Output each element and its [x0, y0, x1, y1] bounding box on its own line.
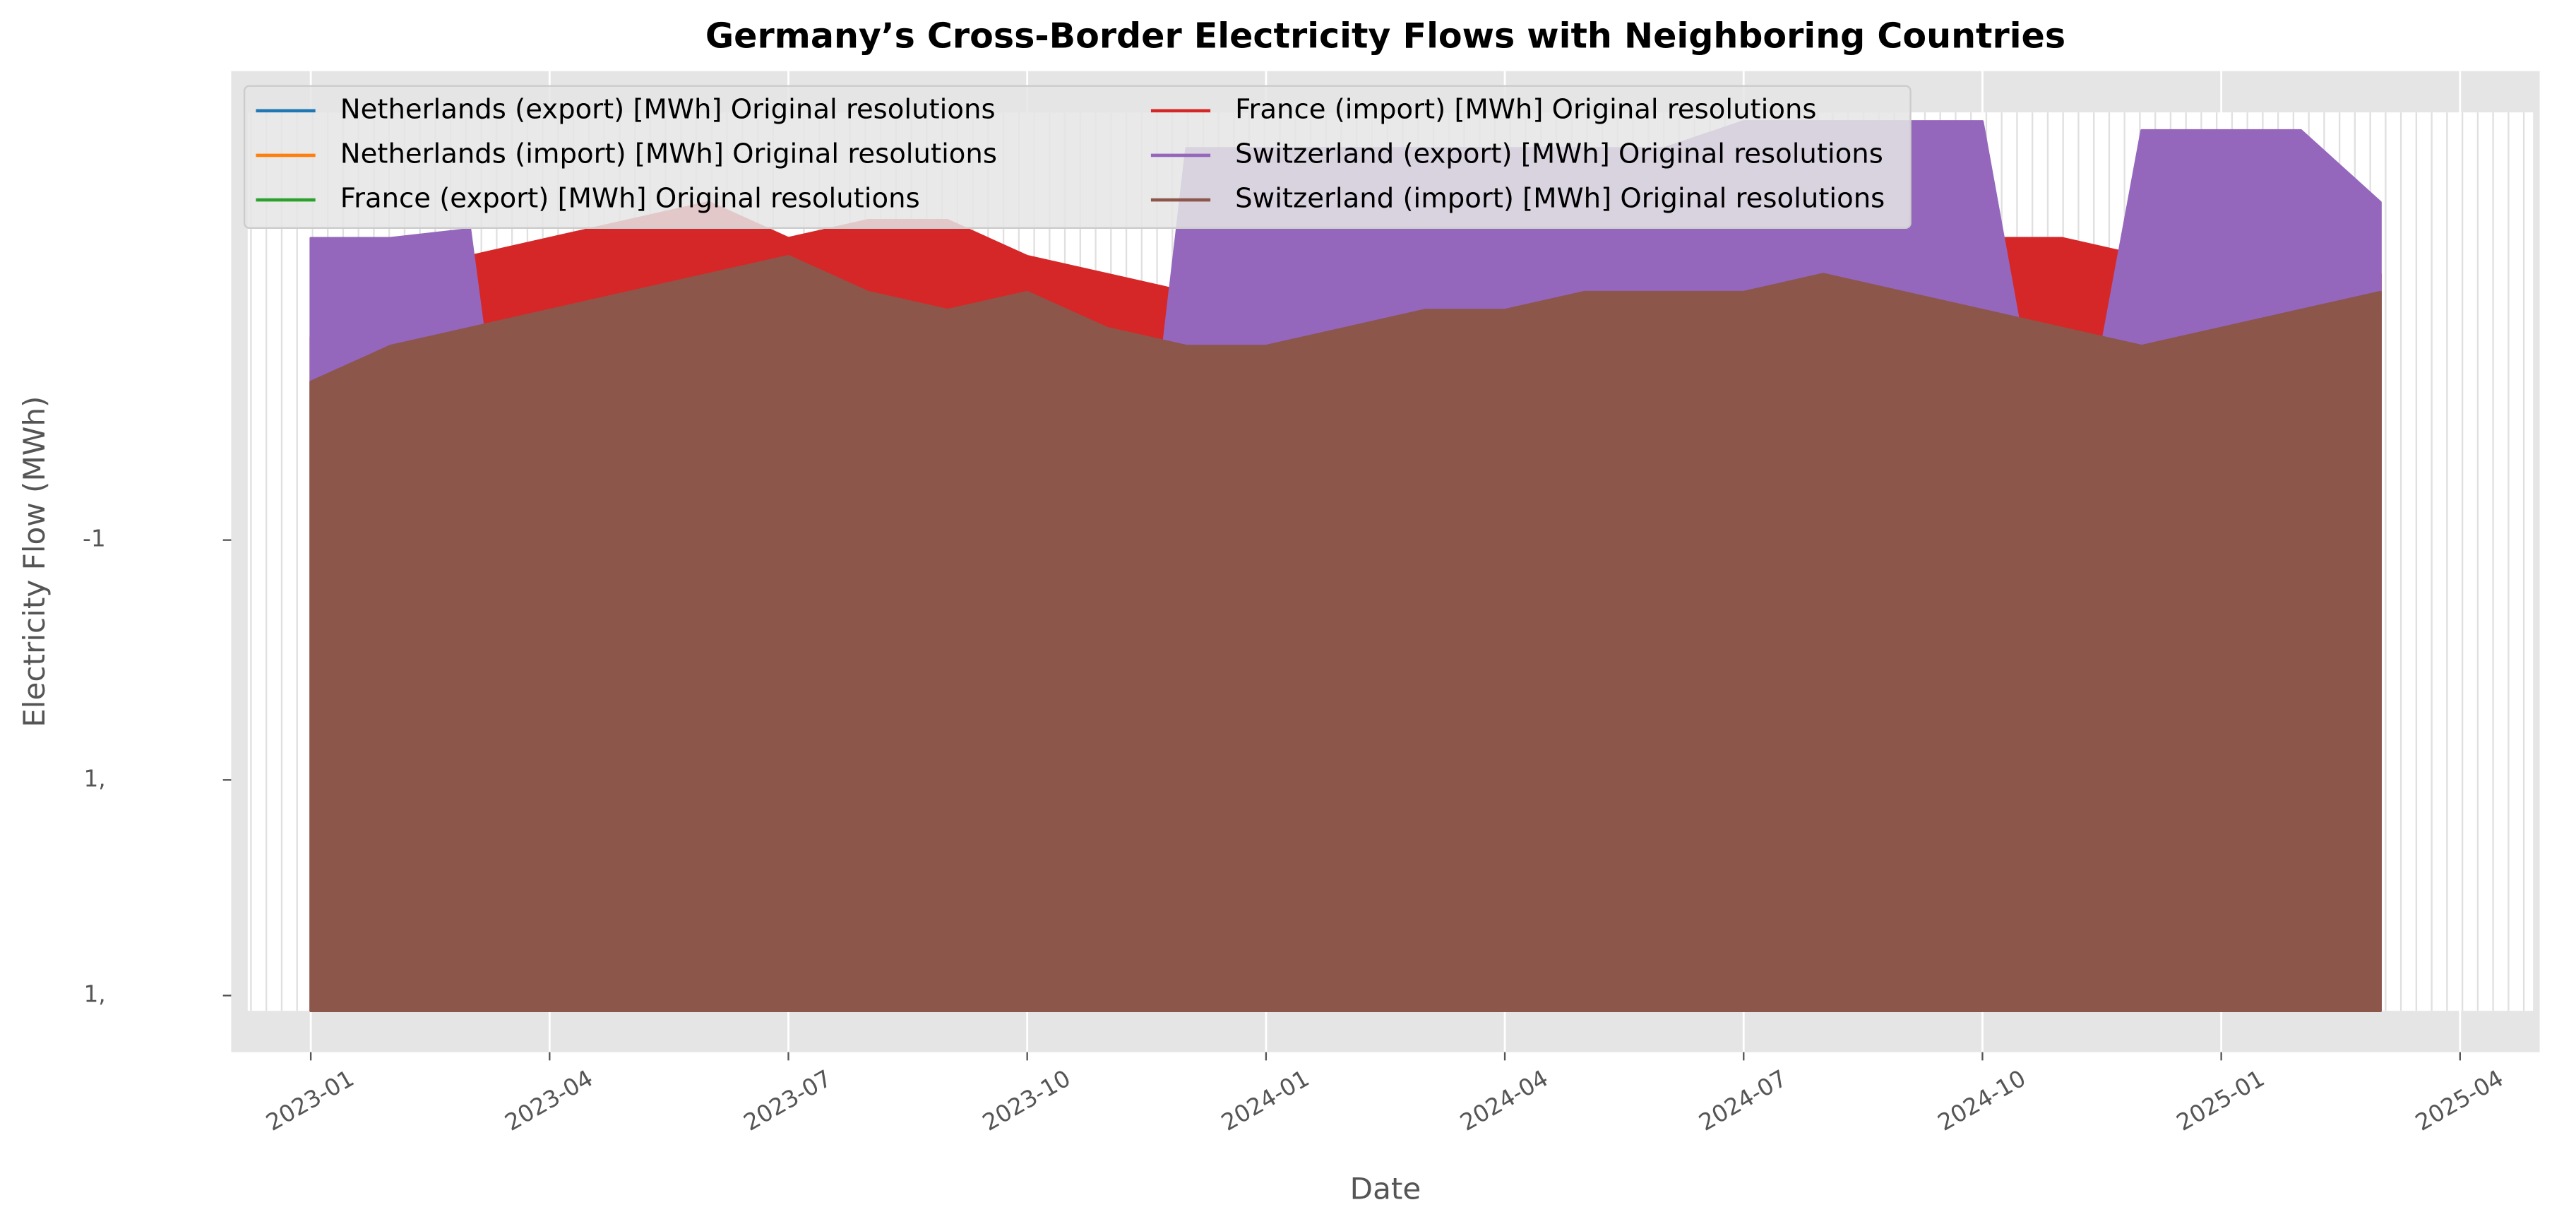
legend-label: Switzerland (export) [MWh] Original reso…	[1235, 138, 1883, 170]
y-axis-label: Electricity Flow (MWh)	[17, 396, 52, 727]
x-tick-label: 2024-01	[1217, 1064, 1313, 1136]
legend-label: Netherlands (export) [MWh] Original reso…	[340, 93, 996, 125]
y-tick-label: -1	[83, 525, 106, 552]
x-axis-label: Date	[1350, 1172, 1421, 1206]
legend-label: France (import) [MWh] Original resolutio…	[1235, 93, 1816, 125]
x-tick-label: 2023-07	[739, 1064, 836, 1136]
x-tick-label: 2024-04	[1455, 1064, 1552, 1136]
x-tick-label: 2025-04	[2411, 1064, 2508, 1136]
x-tick-label: 2023-10	[978, 1064, 1075, 1136]
x-tick-label: 2023-04	[501, 1064, 597, 1136]
y-tick-label: 1,	[83, 981, 105, 1008]
series-trace	[309, 254, 2382, 1012]
y-tick-label: 1,	[83, 765, 105, 792]
legend: Netherlands (export) [MWh] Original reso…	[256, 93, 1885, 215]
x-tick-label: 2024-07	[1695, 1064, 1791, 1136]
x-tick-label: 2024-10	[1933, 1064, 2030, 1136]
legend-label: France (export) [MWh] Original resolutio…	[340, 183, 920, 215]
legend-box	[243, 85, 1912, 229]
legend-label: Switzerland (import) [MWh] Original reso…	[1235, 183, 1885, 215]
series-areas	[309, 120, 2382, 1012]
legend-label: Netherlands (import) [MWh] Original reso…	[340, 138, 997, 170]
x-tick-label: 2025-01	[2172, 1064, 2269, 1136]
chart-title: Germany’s Cross-Border Electricity Flows…	[705, 15, 2065, 56]
x-tick-label: 2023-01	[261, 1064, 358, 1136]
